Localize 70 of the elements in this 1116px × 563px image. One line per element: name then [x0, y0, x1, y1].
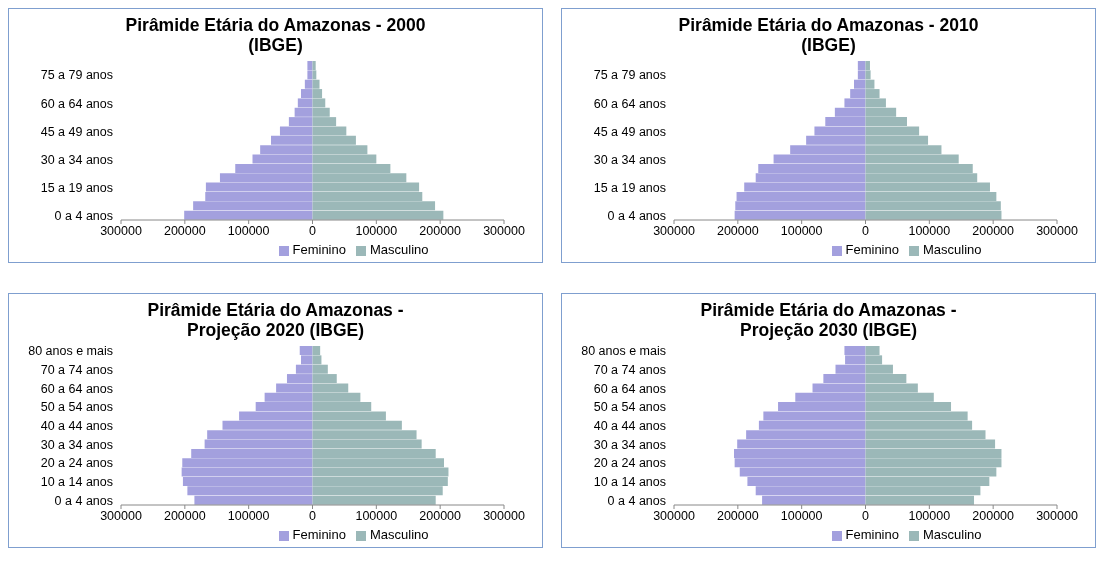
y-tick-label: 60 a 64 anos: [40, 381, 113, 396]
legend-label: Feminino: [845, 242, 899, 257]
x-tick-label: 100000: [908, 223, 951, 238]
y-tick-label: 30 a 34 anos: [593, 437, 666, 452]
y-tick-label: 80 anos e mais: [28, 344, 113, 359]
x-tick-label: 100000: [780, 223, 823, 238]
y-tick-label: 75 a 79 anos: [40, 68, 113, 83]
y-tick-label: 80 anos e mais: [581, 344, 666, 359]
x-tick-label: 100000: [227, 508, 270, 523]
x-tick-label: 100000: [908, 508, 951, 523]
y-tick-label: 0 a 4 anos: [54, 493, 113, 508]
legend-label: Masculino: [922, 242, 982, 257]
x-tick-label: 200000: [972, 508, 1015, 523]
x-tick-label: 300000: [653, 223, 695, 238]
y-tick-label: 40 a 44 anos: [593, 418, 666, 433]
legend-label: Masculino: [369, 527, 429, 542]
x-tick-label: 100000: [227, 223, 270, 238]
x-tick-label: 200000: [972, 223, 1015, 238]
x-tick-label: 200000: [716, 223, 759, 238]
y-tick-label: 70 a 74 anos: [593, 362, 666, 377]
y-tick-label: 75 a 79 anos: [593, 68, 666, 83]
y-tick-label: 0 a 4 anos: [607, 493, 666, 508]
y-tick-label: 50 a 54 anos: [593, 400, 666, 415]
y-tick-label: 60 a 64 anos: [593, 96, 666, 111]
x-tick-label: 200000: [419, 223, 462, 238]
x-tick-label: 200000: [163, 508, 206, 523]
legend-label: Feminino: [845, 527, 899, 542]
y-tick-label: 70 a 74 anos: [40, 362, 113, 377]
x-tick-label: 300000: [100, 508, 142, 523]
chart-title: Pirâmide Etária do Amazonas - 2010 (IBGE): [677, 15, 980, 55]
chart-title: Pirâmide Etária do Amazonas - Projeção 2030 (IBGE): [699, 300, 958, 340]
chart-title: Pirâmide Etária do Amazonas - 2000 (IBGE): [124, 15, 427, 55]
y-tick-label: 30 a 34 anos: [40, 152, 113, 167]
x-tick-label: 100000: [355, 508, 398, 523]
x-tick-label: 300000: [100, 223, 142, 238]
y-tick-label: 50 a 54 anos: [40, 400, 113, 415]
y-tick-label: 60 a 64 anos: [40, 96, 113, 111]
x-tick-label: 300000: [1036, 223, 1078, 238]
y-tick-label: 30 a 34 anos: [593, 152, 666, 167]
x-tick-label: 0: [309, 508, 317, 523]
x-tick-label: 0: [862, 508, 870, 523]
legend-label: Masculino: [922, 527, 982, 542]
y-tick-label: 30 a 34 anos: [40, 437, 113, 452]
x-tick-label: 300000: [483, 508, 525, 523]
y-tick-label: 45 a 49 anos: [593, 124, 666, 139]
legend-label: Masculino: [369, 242, 429, 257]
x-tick-label: 300000: [653, 508, 695, 523]
y-tick-label: 15 a 19 anos: [40, 180, 113, 195]
y-tick-label: 45 a 49 anos: [40, 124, 113, 139]
x-tick-label: 200000: [419, 508, 462, 523]
y-tick-label: 10 a 14 anos: [593, 475, 666, 490]
x-tick-label: 200000: [163, 223, 206, 238]
x-tick-label: 100000: [780, 508, 823, 523]
y-tick-label: 40 a 44 anos: [40, 418, 113, 433]
legend-label: Feminino: [292, 527, 346, 542]
chart-title: Pirâmide Etária do Amazonas - Projeção 2020 (IBGE): [146, 300, 405, 340]
y-tick-label: 10 a 14 anos: [40, 475, 113, 490]
y-tick-label: 0 a 4 anos: [607, 208, 666, 223]
y-tick-label: 15 a 19 anos: [593, 180, 666, 195]
x-tick-label: 0: [862, 223, 870, 238]
x-tick-label: 300000: [483, 223, 525, 238]
x-tick-label: 200000: [716, 508, 759, 523]
x-tick-label: 100000: [355, 223, 398, 238]
x-tick-label: 0: [309, 223, 317, 238]
y-tick-label: 20 a 24 anos: [593, 456, 666, 471]
y-tick-label: 60 a 64 anos: [593, 381, 666, 396]
legend-label: Feminino: [292, 242, 346, 257]
y-tick-label: 0 a 4 anos: [54, 208, 113, 223]
x-tick-label: 300000: [1036, 508, 1078, 523]
y-tick-label: 20 a 24 anos: [40, 456, 113, 471]
